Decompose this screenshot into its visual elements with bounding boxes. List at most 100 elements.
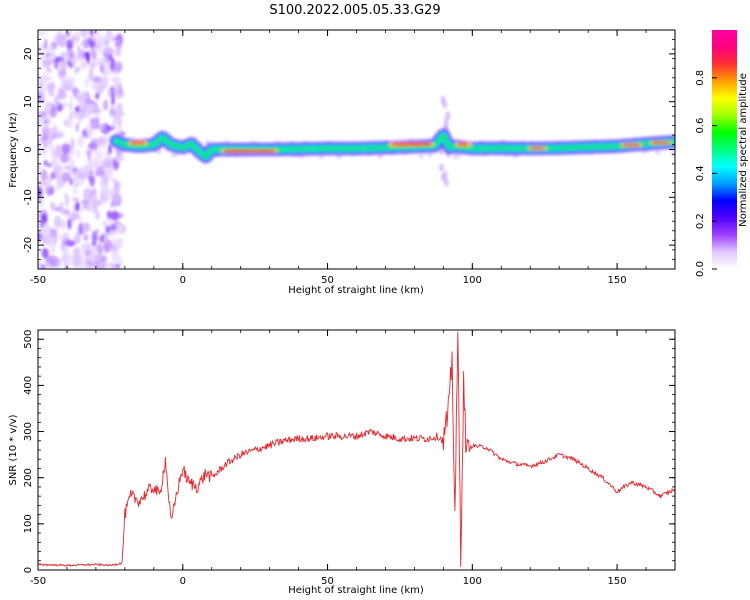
- noise-blob: [106, 232, 114, 238]
- noise-blob: [82, 128, 88, 138]
- noise-blob: [105, 225, 111, 235]
- noise-blob: [90, 60, 96, 69]
- noise-blob: [50, 172, 55, 180]
- noise-blob: [50, 232, 55, 238]
- spectrogram-y-tick-label: -20: [23, 237, 34, 253]
- noise-blob: [91, 83, 99, 91]
- noise-blob: [106, 210, 112, 220]
- spectrogram-y-tick-label: 20: [23, 48, 34, 61]
- noise-blob: [61, 172, 71, 182]
- noise-blob: [41, 234, 48, 246]
- snr-x-tick-label: 100: [463, 576, 482, 587]
- snr-ticks: -50 0 50 100 150 0 100 200 300 400 500: [23, 329, 676, 587]
- noise-blob: [41, 247, 49, 259]
- noise-blob: [96, 150, 103, 159]
- noise-blob: [88, 68, 94, 82]
- noise-blob: [66, 76, 76, 86]
- spectrogram-x-tick-label: 0: [180, 275, 186, 286]
- noise-blob: [42, 146, 46, 157]
- noise-blob: [107, 218, 113, 223]
- noise-blob: [110, 224, 118, 231]
- noise-blob: [418, 153, 425, 160]
- snr-x-tick-label: 0: [180, 576, 186, 587]
- noise-blob: [80, 204, 85, 213]
- noise-blob: [46, 242, 52, 247]
- noise-blob: [57, 91, 67, 100]
- noise-blob: [111, 250, 120, 262]
- noise-blob: [65, 240, 75, 247]
- noise-blob: [91, 230, 98, 244]
- noise-blob: [78, 222, 83, 236]
- noise-blob: [116, 102, 123, 113]
- noise-blob: [88, 175, 96, 187]
- noise-blob: [39, 110, 47, 119]
- spectrogram-x-tick-label: 100: [463, 275, 482, 286]
- noise-blob: [97, 49, 105, 54]
- noise-blob: [60, 59, 66, 69]
- noise-blob: [111, 94, 115, 106]
- noise-blob: [95, 262, 104, 269]
- noise-blob: [96, 136, 106, 145]
- spectrogram-x-tick-label: 150: [608, 275, 627, 286]
- noise-blob: [69, 178, 74, 186]
- snr-x-tick-label: -50: [30, 576, 46, 587]
- noise-blob: [654, 148, 661, 155]
- ridge-centerline: [116, 134, 675, 158]
- noise-blob: [67, 218, 72, 230]
- noise-blob: [52, 123, 59, 134]
- noise-blob: [108, 188, 112, 193]
- noise-blob: [108, 144, 112, 155]
- noise-blob: [38, 116, 45, 129]
- noise-blob: [87, 127, 94, 133]
- noise-blob: [118, 82, 122, 96]
- noise-blob: [41, 72, 48, 84]
- noise-blob: [96, 199, 103, 206]
- noise-blob: [94, 58, 102, 68]
- noise-blob: [114, 109, 118, 121]
- snr-y-tick-label: 100: [23, 514, 34, 533]
- noise-blob: [74, 66, 78, 75]
- noise-blob: [426, 151, 433, 158]
- noise-blob: [97, 242, 102, 254]
- noise-blob: [40, 169, 48, 181]
- noise-blob: [108, 260, 116, 269]
- noise-blob: [38, 31, 47, 36]
- noise-blob: [109, 177, 115, 183]
- noise-blob: [46, 114, 52, 124]
- noise-blob: [110, 210, 120, 221]
- noise-blob: [170, 151, 177, 158]
- noise-blob: [77, 135, 84, 148]
- noise-blob: [38, 232, 42, 243]
- noise-blob: [59, 209, 69, 214]
- spectrogram-frame: [37, 29, 676, 270]
- noise-blob: [104, 241, 110, 254]
- noise-blob: [41, 222, 52, 236]
- spectrogram-panel: -50 0 50 100 150 -20 -10 0 10 20 Height of straig…: [8, 29, 676, 296]
- colorbar: 0.0 0.2 0.4 0.6 0.8 Normalized spectral ampl…: [695, 30, 749, 277]
- noise-blob: [442, 170, 448, 179]
- noise-blob: [75, 212, 81, 219]
- noise-blob: [53, 215, 62, 229]
- snr-y-tick-label: 500: [23, 330, 34, 349]
- noise-blob: [49, 82, 55, 90]
- noise-blob: [45, 174, 53, 188]
- spectrogram-y-axis-title: Frequency (Hz): [8, 112, 19, 188]
- spectrogram-y-tick-label: 10: [23, 95, 34, 108]
- noise-blob: [107, 31, 115, 43]
- noise-blob: [61, 143, 71, 155]
- noise-blob: [70, 137, 75, 150]
- snr-x-tick-label: 150: [608, 576, 627, 587]
- snr-frame: [37, 329, 676, 571]
- noise-blob: [117, 223, 124, 233]
- colorbar-gradient: [712, 30, 737, 269]
- noise-blob: [79, 253, 84, 260]
- colorbar-tick-label: 0.2: [695, 213, 706, 229]
- noise-blob: [60, 153, 69, 164]
- noise-blob: [72, 86, 78, 98]
- noise-blob: [75, 122, 79, 133]
- noise-blob: [80, 41, 88, 46]
- noise-blob: [76, 149, 81, 159]
- noise-blob: [109, 105, 116, 117]
- noise-blob: [38, 180, 46, 187]
- snr-y-tick-label: 300: [23, 422, 34, 441]
